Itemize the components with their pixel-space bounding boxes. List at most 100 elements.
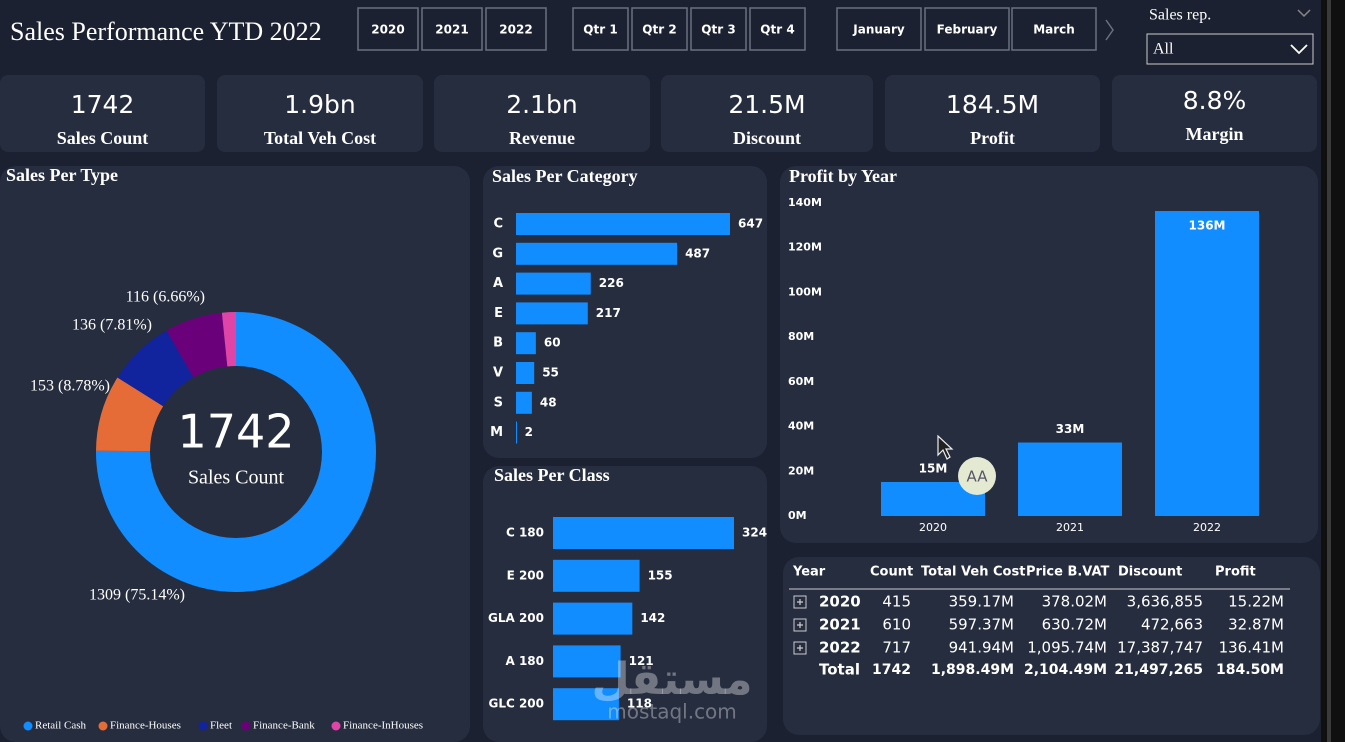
y-tick-label: 120M xyxy=(788,241,822,254)
table-header: Profit xyxy=(1215,565,1256,580)
slicer-button[interactable] xyxy=(485,7,547,51)
expand-icon[interactable] xyxy=(793,641,807,655)
y-tick-label: 100M xyxy=(788,285,822,298)
filter-dropdown[interactable] xyxy=(1146,33,1314,65)
next-arrow[interactable] xyxy=(1105,19,1114,41)
table-header: Price B.VAT xyxy=(1026,565,1110,580)
slicer-button-label: Qtr 1 xyxy=(583,23,617,37)
legend-label[interactable]: Finance-InHouses xyxy=(343,720,423,732)
kpi-card xyxy=(1112,75,1317,152)
data-label: 647 xyxy=(738,217,763,231)
data-label: 2 xyxy=(525,425,533,439)
bar xyxy=(1018,442,1122,516)
expand-plus xyxy=(797,622,803,628)
data-label: 60 xyxy=(544,336,561,350)
y-tick-label: 0M xyxy=(788,509,807,522)
legend-label[interactable]: Finance-Houses xyxy=(110,720,181,732)
legend-label[interactable]: Fleet xyxy=(210,720,232,732)
legend-marker xyxy=(198,721,208,731)
table-cell: 472,663 xyxy=(1141,616,1203,634)
slicer-button[interactable] xyxy=(421,7,483,51)
category-label: E 200 xyxy=(507,568,544,582)
kpi-value: 8.8% xyxy=(1183,86,1247,115)
table-cell: 378.02M xyxy=(1042,593,1107,611)
data-label: 324 xyxy=(742,526,767,540)
kpi-value: 184.5M xyxy=(946,90,1039,119)
legend-label[interactable]: Retail Cash xyxy=(35,720,87,732)
kpi-card xyxy=(661,75,873,152)
table-cell: 941.94M xyxy=(949,639,1014,657)
legend-marker xyxy=(331,721,341,731)
table-cell: 3,636,855 xyxy=(1127,593,1203,611)
data-label: 142 xyxy=(640,611,665,625)
slicer-button-label: February xyxy=(937,23,998,37)
kpi-label: Sales Count xyxy=(57,128,149,148)
table-total-cell: 1,898.49M xyxy=(931,662,1014,678)
table-header: Year xyxy=(792,565,826,580)
kpi-value: 21.5M xyxy=(728,90,805,119)
category-label: E xyxy=(494,306,503,321)
bar xyxy=(516,272,591,295)
slicers: 2020 2021 2022 Qtr 1 Qtr 2 Qtr 3 Qtr 4 January F… xyxy=(357,7,1097,51)
chart-title: Profit by Year xyxy=(789,166,897,186)
table-cell: 717 xyxy=(882,639,911,657)
kpi-label: Total Veh Cost xyxy=(264,128,376,148)
expand-icon[interactable] xyxy=(793,595,807,609)
slicer-button[interactable] xyxy=(631,7,688,51)
table-cell: 597.37M xyxy=(949,616,1014,634)
panel xyxy=(783,557,1320,735)
data-label: 116 (6.66%) xyxy=(126,289,205,306)
watermark-latin: mostaql.com xyxy=(607,700,737,724)
expand-plus xyxy=(797,599,803,605)
y-tick-label: 140M xyxy=(788,196,822,209)
filter-collapse[interactable] xyxy=(1297,9,1311,18)
category-label: M xyxy=(490,425,503,440)
bar xyxy=(1155,211,1259,516)
table-header: Total Veh Cost xyxy=(921,565,1025,580)
data-label: 153 (8.78%) xyxy=(30,378,110,395)
bar xyxy=(516,332,536,355)
table-cell: 2020 xyxy=(819,593,861,611)
donut-slice xyxy=(166,312,228,378)
table-cell: 2022 xyxy=(819,639,861,657)
kpi-card xyxy=(885,75,1100,152)
x-tick-label: 2021 xyxy=(1056,521,1084,534)
slicer-button[interactable] xyxy=(357,7,419,51)
slicer-button-label: Qtr 3 xyxy=(701,23,735,37)
x-tick-label: 2020 xyxy=(919,521,947,534)
legend-marker xyxy=(23,721,33,731)
slicer-button-label: March xyxy=(1033,23,1075,37)
slicer-button[interactable] xyxy=(690,7,747,51)
slicer-button[interactable] xyxy=(572,7,629,51)
donut-slice xyxy=(117,330,194,407)
category-label: G xyxy=(492,246,503,261)
table-total-cell: 2,104.49M xyxy=(1024,662,1107,678)
table-cell: 1,095.74M xyxy=(1027,639,1107,657)
slicer-button[interactable] xyxy=(1011,7,1097,51)
category-label: S xyxy=(494,395,503,410)
category-label: V xyxy=(493,366,503,381)
donut-slice xyxy=(96,377,164,452)
data-label: 15M xyxy=(919,461,948,475)
data-label: 217 xyxy=(596,306,621,320)
legend-label[interactable]: Finance-Bank xyxy=(253,720,315,732)
kpi-label: Margin xyxy=(1186,124,1244,144)
kpi-label: Discount xyxy=(733,128,801,148)
table-total-cell: Total xyxy=(819,661,860,679)
y-tick-label: 60M xyxy=(788,375,814,388)
chart-title: Sales Per Type xyxy=(6,165,118,185)
slicer-button-label: 2020 xyxy=(371,23,404,37)
table-cell: 415 xyxy=(882,593,911,611)
kpi-value: 1742 xyxy=(71,90,135,119)
table-cell: 630.72M xyxy=(1042,616,1107,634)
data-label: 121 xyxy=(629,654,654,668)
legend-marker xyxy=(98,721,108,731)
slicer-button-label: Qtr 4 xyxy=(760,23,794,37)
data-label: 1309 (75.14%) xyxy=(89,587,185,604)
data-label: 487 xyxy=(685,246,710,260)
slicer-button[interactable] xyxy=(749,7,806,51)
slicer-button[interactable] xyxy=(924,7,1010,51)
expand-icon[interactable] xyxy=(793,618,807,632)
slicer-button[interactable] xyxy=(836,7,922,51)
